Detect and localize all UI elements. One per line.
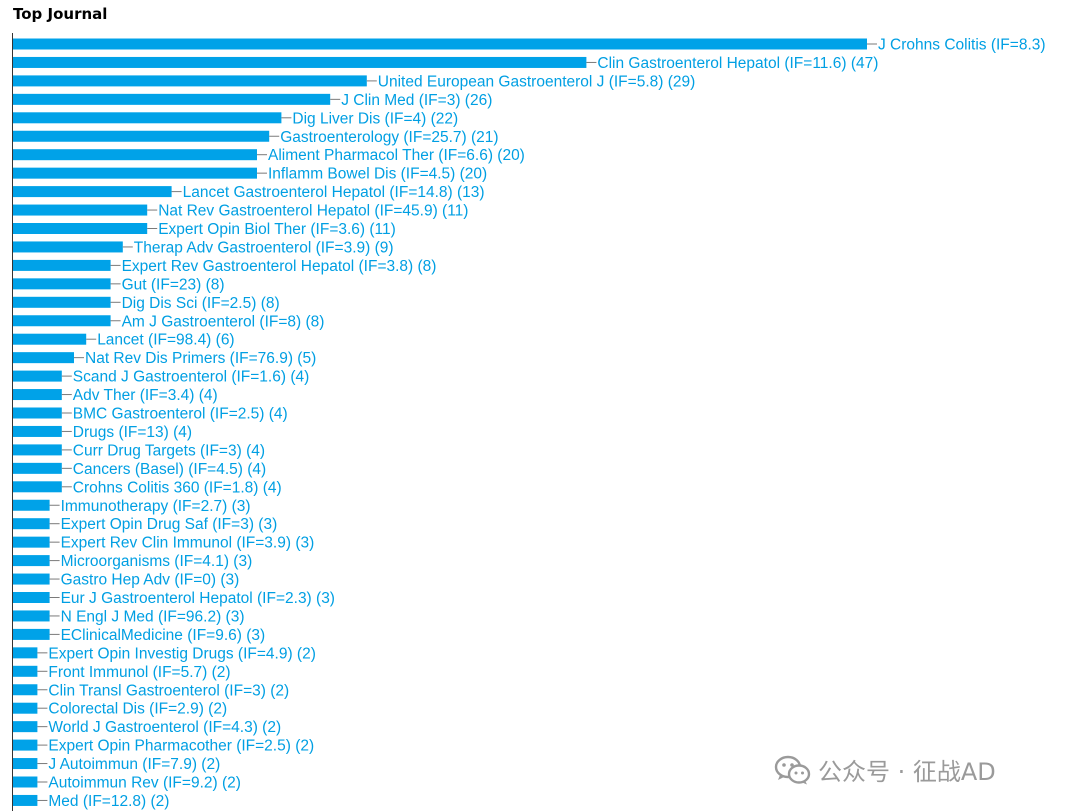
bar-label-22: Curr Drug Targets (IF=3) (4) bbox=[73, 442, 265, 459]
bar-label-3: J Clin Med (IF=3) (26) bbox=[341, 92, 492, 109]
bar-11 bbox=[13, 241, 123, 253]
bar-label-23: Cancers (Basel) (IF=4.5) (4) bbox=[73, 461, 266, 478]
bar-label-0: J Crohns Colitis (IF=8.3) bbox=[878, 37, 1046, 54]
bar-40 bbox=[13, 776, 38, 788]
bar-label-29: Gastro Hep Adv (IF=0) (3) bbox=[61, 572, 240, 589]
bars-layer bbox=[13, 38, 867, 806]
bar-label-39: J Autoimmun (IF=7.9) (2) bbox=[48, 756, 220, 773]
bar-label-15: Am J Gastroenterol (IF=8) (8) bbox=[122, 313, 325, 330]
bar-36 bbox=[13, 702, 38, 714]
bar-label-4: Dig Liver Dis (IF=4) (22) bbox=[292, 110, 458, 127]
labels-layer: J Crohns Colitis (IF=8.3)Clin Gastroente… bbox=[37, 37, 1046, 810]
bar-12 bbox=[13, 259, 111, 271]
bar-label-12: Expert Rev Gastroenterol Hepatol (IF=3.8… bbox=[122, 258, 437, 275]
bar-29 bbox=[13, 573, 50, 585]
bar-24 bbox=[13, 481, 62, 493]
bar-33 bbox=[13, 647, 38, 659]
bar-label-10: Expert Opin Biol Ther (IF=3.6) (11) bbox=[158, 221, 396, 238]
bar-22 bbox=[13, 444, 62, 456]
bar-8 bbox=[13, 186, 172, 198]
bar-label-40: Autoimmun Rev (IF=9.2) (2) bbox=[48, 775, 241, 792]
bar-label-26: Expert Opin Drug Saf (IF=3) (3) bbox=[61, 516, 278, 533]
bar-39 bbox=[13, 758, 38, 770]
bar-41 bbox=[13, 794, 38, 806]
bar-label-25: Immunotherapy (IF=2.7) (3) bbox=[61, 498, 251, 515]
bar-label-38: Expert Opin Pharmacother (IF=2.5) (2) bbox=[48, 738, 314, 755]
bar-label-24: Crohns Colitis 360 (IF=1.8) (4) bbox=[73, 479, 282, 496]
bar-14 bbox=[13, 296, 111, 308]
bar-10 bbox=[13, 223, 148, 234]
bar-19 bbox=[13, 389, 62, 401]
bar-label-33: Expert Opin Investig Drugs (IF=4.9) (2) bbox=[48, 645, 315, 662]
bar-27 bbox=[13, 536, 50, 548]
bar-label-27: Expert Rev Clin Immunol (IF=3.9) (3) bbox=[61, 535, 315, 552]
bar-label-6: Aliment Pharmacol Ther (IF=6.6) (20) bbox=[268, 147, 525, 164]
bar-label-32: EClinicalMedicine (IF=9.6) (3) bbox=[61, 627, 266, 644]
bar-label-36: Colorectal Dis (IF=2.9) (2) bbox=[48, 701, 227, 718]
bar-label-13: Gut (IF=23) (8) bbox=[122, 276, 225, 293]
bar-31 bbox=[13, 610, 50, 622]
bar-label-30: Eur J Gastroenterol Hepatol (IF=2.3) (3) bbox=[61, 590, 335, 607]
bar-label-16: Lancet (IF=98.4) (6) bbox=[97, 332, 234, 349]
bar-label-19: Adv Ther (IF=3.4) (4) bbox=[73, 387, 218, 404]
bar-38 bbox=[13, 739, 38, 751]
bar-label-41: Med (IF=12.8) (2) bbox=[48, 793, 169, 810]
bar-13 bbox=[13, 278, 111, 290]
bar-label-20: BMC Gastroenterol (IF=2.5) (4) bbox=[73, 406, 288, 423]
bar-2 bbox=[13, 75, 367, 87]
bar-32 bbox=[13, 628, 50, 640]
bar-25 bbox=[13, 499, 50, 511]
bar-30 bbox=[13, 592, 50, 603]
bar-17 bbox=[13, 352, 74, 364]
bar-label-7: Inflamm Bowel Dis (IF=4.5) (20) bbox=[268, 166, 487, 183]
bar-35 bbox=[13, 684, 38, 696]
bar-label-1: Clin Gastroenterol Hepatol (IF=11.6) (47… bbox=[597, 55, 878, 72]
bar-6 bbox=[13, 149, 257, 161]
bar-3 bbox=[13, 93, 331, 105]
bar-label-5: Gastroenterology (IF=25.7) (21) bbox=[280, 129, 498, 146]
bar-7 bbox=[13, 167, 257, 179]
bar-34 bbox=[13, 665, 38, 677]
watermark: 公众号 · 征战AD bbox=[774, 752, 996, 787]
bar-28 bbox=[13, 555, 50, 567]
bar-label-28: Microorganisms (IF=4.1) (3) bbox=[61, 553, 253, 570]
bar-label-35: Clin Transl Gastroenterol (IF=3) (2) bbox=[48, 682, 289, 699]
bar-label-8: Lancet Gastroenterol Hepatol (IF=14.8) (… bbox=[183, 184, 485, 201]
bar-label-31: N Engl J Med (IF=96.2) (3) bbox=[61, 608, 245, 625]
bar-20 bbox=[13, 407, 62, 419]
chart-title: Top Journal bbox=[13, 5, 108, 23]
bar-label-2: United European Gastroenterol J (IF=5.8)… bbox=[378, 73, 695, 90]
bar-9 bbox=[13, 204, 148, 216]
bar-label-11: Therap Adv Gastroenterol (IF=3.9) (9) bbox=[134, 239, 394, 256]
wechat-icon bbox=[774, 755, 811, 784]
bar-label-17: Nat Rev Dis Primers (IF=76.9) (5) bbox=[85, 350, 316, 367]
bar-26 bbox=[13, 518, 50, 530]
bar-18 bbox=[13, 370, 62, 382]
bar-label-21: Drugs (IF=13) (4) bbox=[73, 424, 192, 441]
bar-16 bbox=[13, 333, 87, 345]
bar-23 bbox=[13, 462, 62, 474]
watermark-text: 公众号 · 征战AD bbox=[818, 758, 996, 786]
bar-label-34: Front Immunol (IF=5.7) (2) bbox=[48, 664, 230, 681]
bar-label-37: World J Gastroenterol (IF=4.3) (2) bbox=[48, 719, 281, 736]
bar-label-18: Scand J Gastroenterol (IF=1.6) (4) bbox=[73, 369, 309, 386]
bar-label-14: Dig Dis Sci (IF=2.5) (8) bbox=[122, 295, 280, 312]
bar-4 bbox=[13, 112, 282, 124]
bar-0 bbox=[13, 38, 867, 50]
bar-1 bbox=[13, 56, 587, 68]
bar-15 bbox=[13, 315, 111, 327]
bar-21 bbox=[13, 425, 62, 437]
bar-5 bbox=[13, 130, 270, 142]
bar-label-9: Nat Rev Gastroenterol Hepatol (IF=45.9) … bbox=[158, 203, 468, 220]
bar-37 bbox=[13, 721, 38, 733]
